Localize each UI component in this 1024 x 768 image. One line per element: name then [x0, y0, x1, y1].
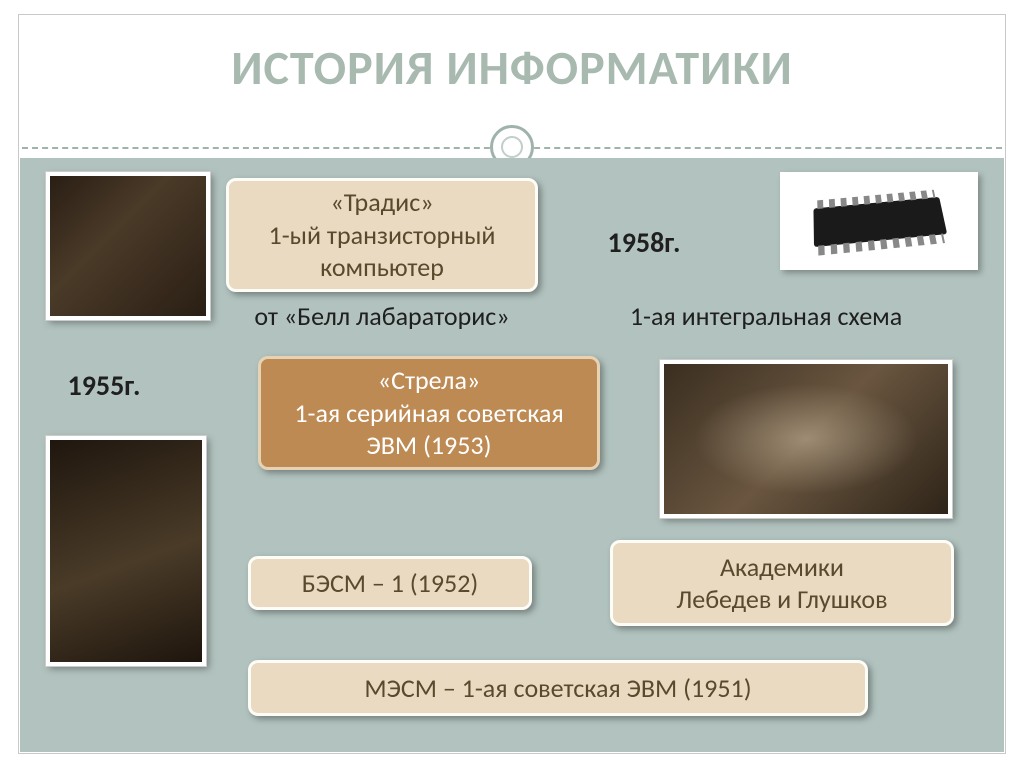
pill-tradis-line3: компьютер [320, 251, 444, 284]
pill-mesm: МЭСМ – 1-ая советская ЭВМ (1951) [248, 660, 868, 716]
label-schema: 1-ая интегральная схема [556, 300, 976, 332]
pill-tradis: «Традис» 1-ый транзисторный компьютер [226, 178, 538, 292]
photo-room [660, 360, 952, 518]
photo-chip [780, 172, 978, 270]
pill-besm: БЭСМ – 1 (1952) [248, 556, 532, 610]
label-1955: 1955г. [44, 368, 164, 403]
pill-strela: «Стрела» 1-ая серийная советская ЭВМ (19… [258, 356, 600, 470]
pill-mesm-text: МЭСМ – 1-ая советская ЭВМ (1951) [364, 672, 751, 705]
pill-strela-line1: «Стрела» [378, 364, 480, 397]
pill-academics-line1: Академики [720, 551, 844, 584]
pill-academics-line2: Лебедев и Глушков [676, 583, 887, 616]
title-ornament-inner [501, 136, 523, 158]
pill-besm-text: БЭСМ – 1 (1952) [302, 567, 479, 600]
pill-academics: Академики Лебедев и Глушков [610, 540, 954, 626]
slide-title: ИСТОРИЯ ИНФОРМАТИКИ [231, 38, 793, 97]
photo-tradis [46, 172, 210, 320]
pill-strela-line3: ЭВМ (1953) [367, 429, 492, 462]
photo-besm [46, 436, 206, 666]
chip-icon [813, 197, 947, 247]
label-bell: от «Белл лабараторис» [226, 300, 538, 332]
pill-tradis-line2: 1-ый транзисторный [269, 219, 496, 252]
pill-tradis-line1: «Традис» [330, 186, 433, 219]
label-1958: 1958г. [584, 225, 704, 260]
pill-strela-line2: 1-ая серийная советская [294, 397, 563, 430]
